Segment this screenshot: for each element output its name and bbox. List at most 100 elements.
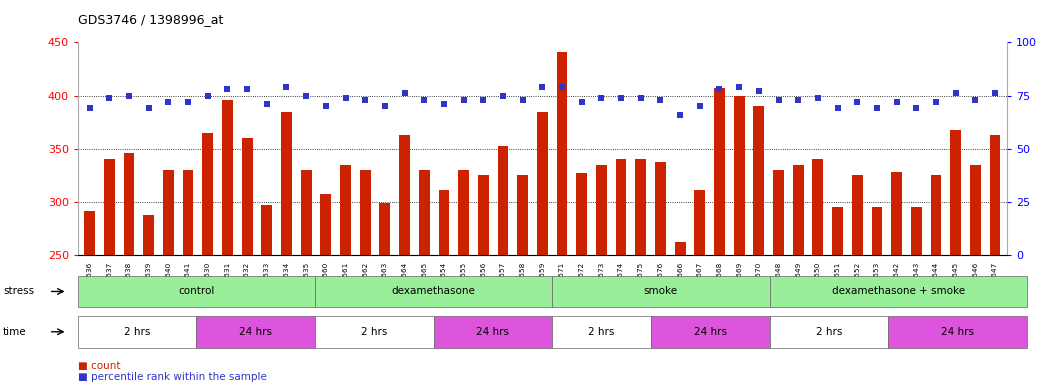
Bar: [754, 106, 764, 255]
Point: [416, 97, 433, 103]
Bar: [872, 207, 882, 255]
Bar: [301, 170, 311, 255]
Bar: [242, 138, 252, 255]
Text: 24 hrs: 24 hrs: [940, 327, 974, 337]
Bar: [380, 203, 390, 255]
Text: time: time: [3, 327, 27, 337]
Bar: [793, 165, 803, 255]
Text: 2 hrs: 2 hrs: [816, 327, 842, 337]
Point: [889, 99, 905, 105]
Text: ■ percentile rank within the sample: ■ percentile rank within the sample: [78, 372, 267, 382]
Point: [672, 112, 688, 118]
Text: dexamethasone: dexamethasone: [391, 286, 475, 296]
Bar: [262, 205, 272, 255]
Bar: [892, 172, 902, 255]
Point: [829, 105, 846, 111]
Bar: [950, 130, 961, 255]
Point: [593, 94, 609, 101]
Bar: [143, 215, 154, 255]
Bar: [969, 165, 981, 255]
Text: 2 hrs: 2 hrs: [589, 327, 614, 337]
Bar: [438, 190, 449, 255]
Text: GDS3746 / 1398996_at: GDS3746 / 1398996_at: [78, 13, 223, 26]
Point: [337, 94, 354, 101]
Point: [534, 84, 550, 90]
Text: dexamethasone + smoke: dexamethasone + smoke: [831, 286, 964, 296]
Bar: [281, 111, 292, 255]
Bar: [675, 242, 685, 255]
Bar: [84, 210, 95, 255]
Bar: [321, 194, 331, 255]
Point: [219, 86, 236, 92]
Bar: [832, 207, 843, 255]
Point: [101, 94, 117, 101]
Point: [298, 93, 315, 99]
Point: [239, 86, 255, 92]
Point: [928, 99, 945, 105]
Bar: [635, 159, 647, 255]
Text: ■ count: ■ count: [78, 361, 120, 371]
Bar: [734, 96, 744, 255]
Bar: [655, 162, 665, 255]
Bar: [340, 165, 351, 255]
Bar: [931, 175, 941, 255]
Bar: [400, 135, 410, 255]
Bar: [419, 170, 430, 255]
Bar: [852, 175, 863, 255]
Bar: [124, 153, 135, 255]
Bar: [694, 190, 705, 255]
Point: [948, 90, 964, 96]
Point: [770, 97, 787, 103]
Text: 24 hrs: 24 hrs: [693, 327, 727, 337]
Point: [397, 90, 413, 96]
Bar: [497, 146, 509, 255]
Text: 24 hrs: 24 hrs: [476, 327, 510, 337]
Point: [318, 103, 334, 109]
Point: [475, 97, 492, 103]
Bar: [616, 159, 627, 255]
Point: [515, 97, 531, 103]
Point: [790, 97, 807, 103]
Bar: [714, 88, 725, 255]
Point: [377, 103, 393, 109]
Point: [120, 93, 137, 99]
Bar: [911, 207, 922, 255]
Point: [849, 99, 866, 105]
Text: control: control: [179, 286, 215, 296]
Text: stress: stress: [3, 286, 34, 296]
Point: [436, 101, 453, 107]
Point: [652, 97, 668, 103]
Bar: [517, 175, 528, 255]
Bar: [576, 173, 588, 255]
Text: 2 hrs: 2 hrs: [361, 327, 387, 337]
Point: [691, 103, 708, 109]
Bar: [222, 100, 233, 255]
Point: [278, 84, 295, 90]
Bar: [458, 170, 469, 255]
Point: [869, 105, 885, 111]
Point: [967, 97, 984, 103]
Bar: [360, 170, 371, 255]
Text: 2 hrs: 2 hrs: [124, 327, 151, 337]
Bar: [596, 165, 607, 255]
Point: [573, 99, 590, 105]
Bar: [556, 52, 568, 255]
Point: [199, 93, 216, 99]
Text: smoke: smoke: [644, 286, 678, 296]
Point: [810, 94, 826, 101]
Bar: [813, 159, 823, 255]
Bar: [104, 159, 115, 255]
Point: [908, 105, 925, 111]
Point: [140, 105, 157, 111]
Point: [456, 97, 472, 103]
Point: [81, 105, 98, 111]
Point: [258, 101, 275, 107]
Bar: [537, 111, 548, 255]
Point: [987, 90, 1004, 96]
Point: [750, 88, 767, 94]
Bar: [773, 170, 784, 255]
Point: [495, 93, 512, 99]
Bar: [477, 175, 489, 255]
Point: [180, 99, 196, 105]
Bar: [163, 170, 173, 255]
